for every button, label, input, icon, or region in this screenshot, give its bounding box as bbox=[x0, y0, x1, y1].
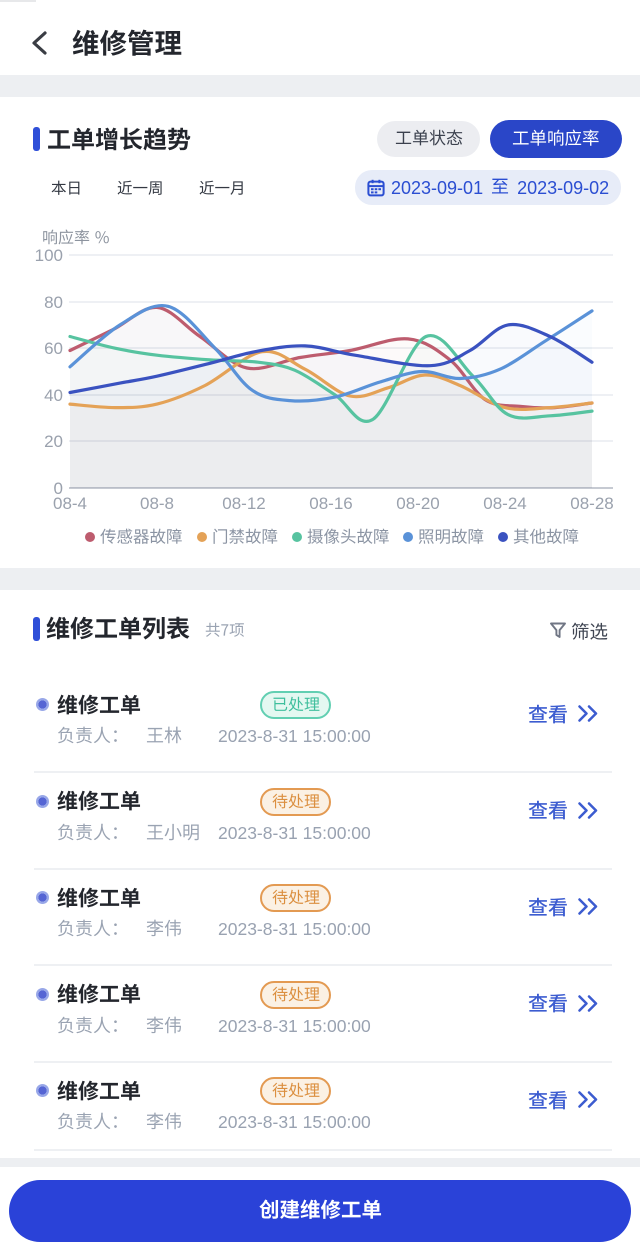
svg-text:08-16: 08-16 bbox=[309, 494, 352, 513]
svg-text:08-20: 08-20 bbox=[396, 494, 439, 513]
svg-text:08-24: 08-24 bbox=[483, 494, 526, 513]
svg-text:08-12: 08-12 bbox=[222, 494, 265, 513]
svg-text:40: 40 bbox=[44, 386, 63, 405]
svg-text:60: 60 bbox=[44, 339, 63, 358]
svg-text:08-8: 08-8 bbox=[140, 494, 174, 513]
svg-text:08-28: 08-28 bbox=[570, 494, 613, 513]
svg-text:08-4: 08-4 bbox=[53, 494, 87, 513]
svg-text:20: 20 bbox=[44, 432, 63, 451]
svg-text:0: 0 bbox=[54, 479, 63, 498]
svg-text:80: 80 bbox=[44, 293, 63, 312]
svg-text:100: 100 bbox=[35, 246, 63, 265]
